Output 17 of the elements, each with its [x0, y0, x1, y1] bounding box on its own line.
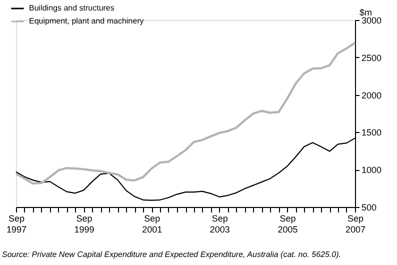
- x-tick-label: Sep 2007: [345, 214, 366, 234]
- legend-label: Equipment, plant and machinery: [29, 16, 144, 26]
- y-tick-label: 2000: [362, 90, 382, 100]
- y-axis-title: $m: [360, 8, 372, 18]
- x-tick-label: Sep 1997: [6, 214, 27, 234]
- x-tick-label: Sep 1999: [74, 214, 94, 234]
- source-note: Source: Private New Capital Expenditure and Expected Expenditure, Australia (cat. no. 5625.0).: [2, 250, 342, 259]
- y-tick-label: 500: [362, 202, 377, 212]
- y-tick-label: 1500: [362, 128, 382, 138]
- y-tick-label: 1000: [362, 165, 382, 176]
- x-tick-label: Sep 2003: [210, 214, 230, 234]
- x-tick-label: Sep 2005: [278, 214, 298, 234]
- legend-label: Buildings and structures: [29, 4, 114, 12]
- x-tick-label: Sep 2001: [142, 214, 162, 234]
- y-tick-label: 3000: [362, 16, 382, 26]
- line-series: [14, 42, 356, 185]
- y-tick-label: 2500: [362, 52, 382, 63]
